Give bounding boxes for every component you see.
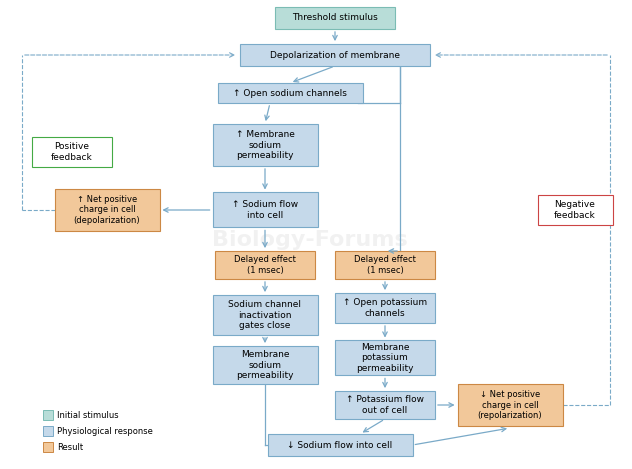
FancyBboxPatch shape bbox=[335, 251, 435, 279]
Text: ↑ Sodium flow
into cell: ↑ Sodium flow into cell bbox=[232, 200, 298, 219]
Text: Initial stimulus: Initial stimulus bbox=[57, 410, 119, 419]
Text: Delayed effect
(1 msec): Delayed effect (1 msec) bbox=[234, 255, 296, 275]
Text: ↓ Sodium flow into cell: ↓ Sodium flow into cell bbox=[288, 440, 392, 449]
Text: ↑ Potassium flow
out of cell: ↑ Potassium flow out of cell bbox=[346, 395, 424, 415]
FancyBboxPatch shape bbox=[212, 192, 317, 227]
FancyBboxPatch shape bbox=[32, 137, 112, 167]
FancyBboxPatch shape bbox=[212, 295, 317, 335]
FancyBboxPatch shape bbox=[458, 384, 562, 426]
FancyBboxPatch shape bbox=[43, 426, 53, 436]
Text: ↑ Membrane
sodium
permeability: ↑ Membrane sodium permeability bbox=[236, 130, 295, 160]
Text: ↓ Net positive
charge in cell
(repolarization): ↓ Net positive charge in cell (repolariz… bbox=[478, 390, 542, 420]
FancyBboxPatch shape bbox=[335, 293, 435, 323]
FancyBboxPatch shape bbox=[217, 83, 363, 103]
FancyBboxPatch shape bbox=[335, 391, 435, 419]
FancyBboxPatch shape bbox=[215, 251, 315, 279]
FancyBboxPatch shape bbox=[267, 434, 413, 456]
FancyBboxPatch shape bbox=[537, 195, 612, 225]
FancyBboxPatch shape bbox=[240, 44, 430, 66]
Text: ↑ Open sodium channels: ↑ Open sodium channels bbox=[233, 89, 347, 98]
Text: Delayed effect
(1 msec): Delayed effect (1 msec) bbox=[354, 255, 416, 275]
Text: Depolarization of membrane: Depolarization of membrane bbox=[270, 51, 400, 60]
Text: Result: Result bbox=[57, 442, 83, 452]
Text: Physiological response: Physiological response bbox=[57, 426, 153, 436]
FancyBboxPatch shape bbox=[54, 189, 159, 231]
Text: ↑ Net positive
charge in cell
(depolarization): ↑ Net positive charge in cell (depolariz… bbox=[74, 195, 140, 225]
FancyBboxPatch shape bbox=[43, 410, 53, 420]
Text: Positive
feedback: Positive feedback bbox=[51, 142, 93, 162]
Text: Biology-Forums: Biology-Forums bbox=[212, 230, 408, 250]
FancyBboxPatch shape bbox=[212, 124, 317, 166]
FancyBboxPatch shape bbox=[43, 442, 53, 452]
Text: .COM: .COM bbox=[353, 258, 387, 272]
Text: Sodium channel
inactivation
gates close: Sodium channel inactivation gates close bbox=[229, 300, 301, 330]
FancyBboxPatch shape bbox=[275, 7, 395, 29]
Text: ↑ Open potassium
channels: ↑ Open potassium channels bbox=[343, 298, 427, 318]
Text: Threshold stimulus: Threshold stimulus bbox=[292, 14, 378, 23]
Text: Negative
feedback: Negative feedback bbox=[554, 200, 596, 219]
FancyBboxPatch shape bbox=[212, 346, 317, 384]
FancyBboxPatch shape bbox=[335, 340, 435, 376]
Text: Membrane
sodium
permeability: Membrane sodium permeability bbox=[236, 350, 294, 380]
Text: Membrane
potassium
permeability: Membrane potassium permeability bbox=[356, 343, 414, 373]
